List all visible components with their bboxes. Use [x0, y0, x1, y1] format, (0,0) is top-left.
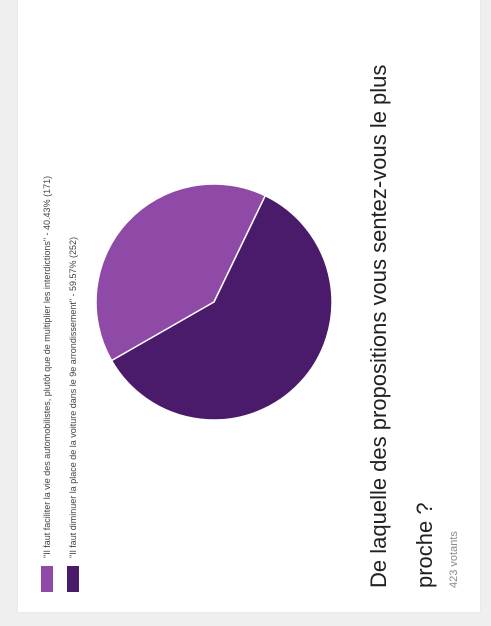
- poll-question: De laquelle des propositions vous sentez…: [366, 64, 437, 588]
- pie-chart: [95, 183, 333, 421]
- poll-card-content: "Il faut faciliter la vie des automobili…: [18, 0, 480, 612]
- poll-card: "Il faut faciliter la vie des automobili…: [18, 0, 480, 612]
- voter-count: 423 votants: [448, 531, 460, 588]
- pie-slice-2: [110, 194, 333, 421]
- pie-slice-1: [95, 183, 267, 362]
